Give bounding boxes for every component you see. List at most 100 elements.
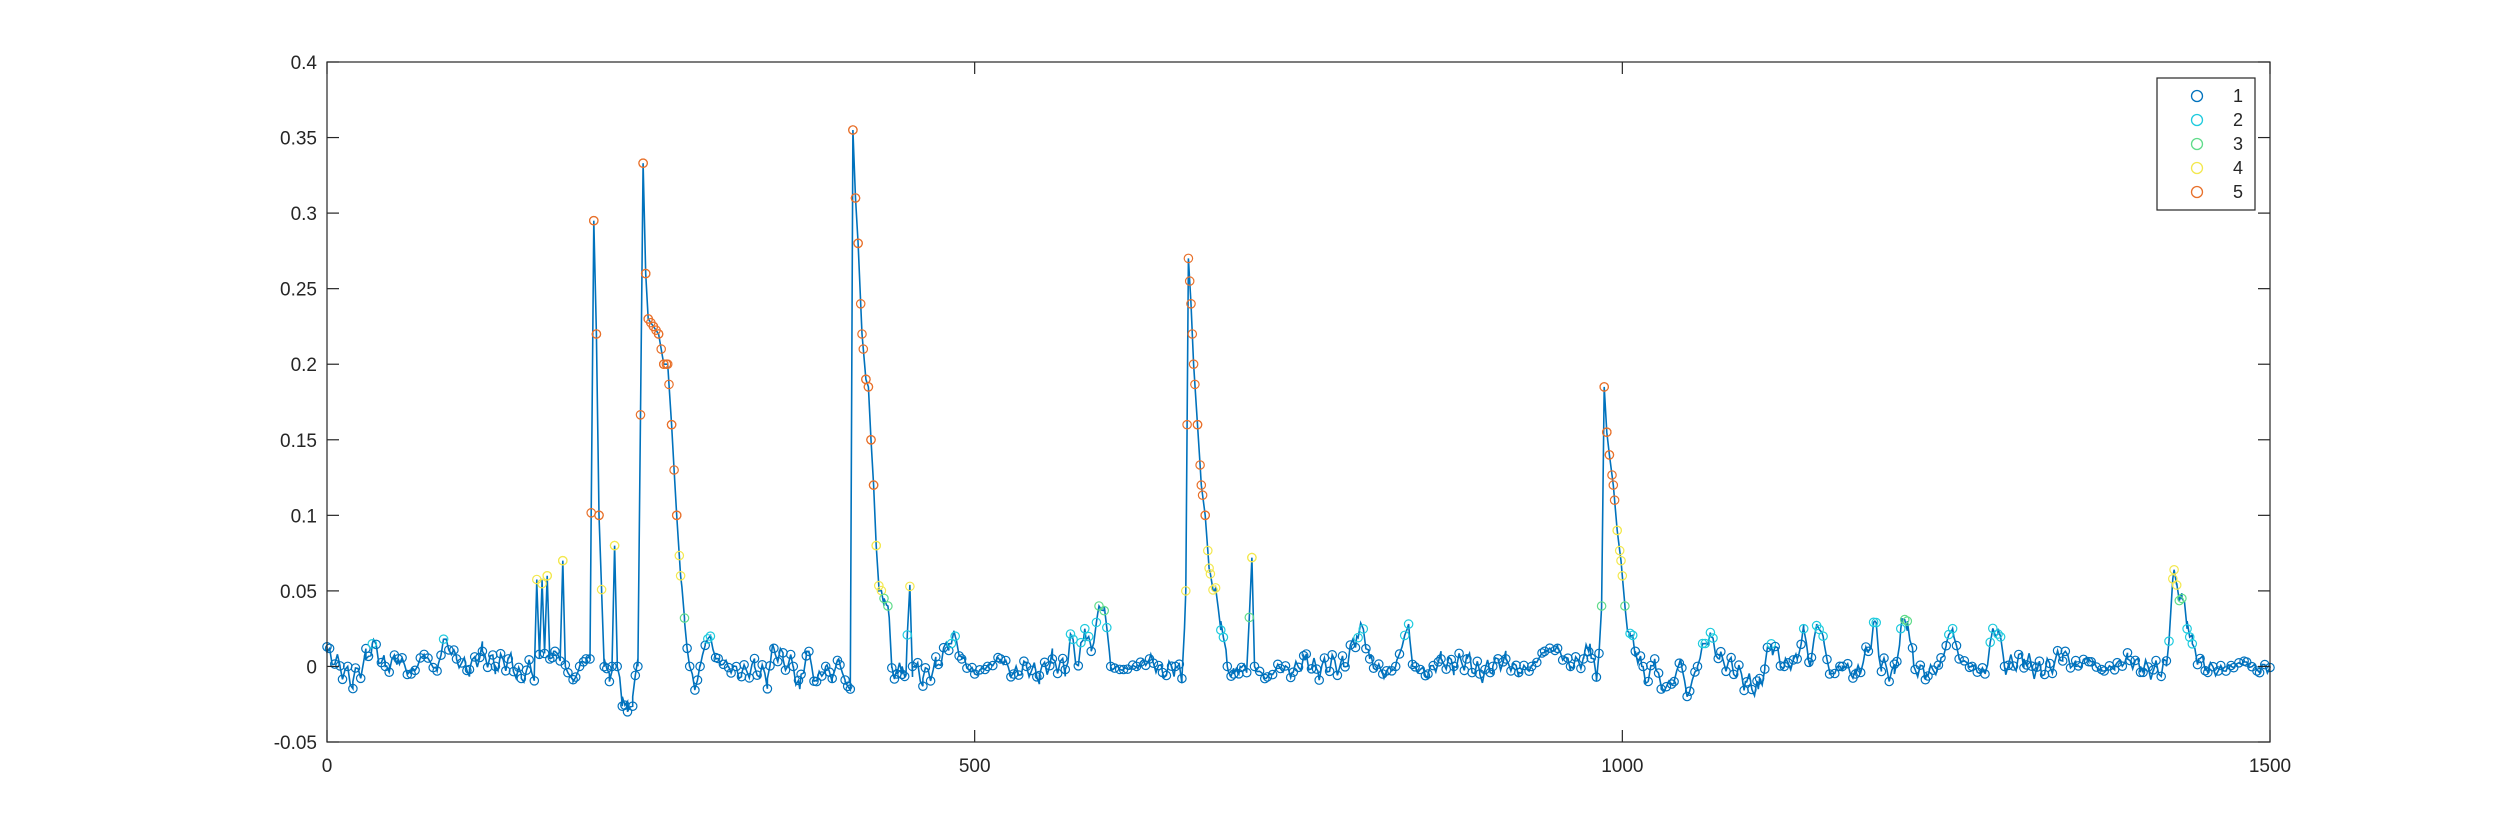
- data-point-class-1: [2117, 661, 2128, 671]
- data-point-class-1: [1324, 666, 1335, 677]
- data-point-class-1: [739, 659, 749, 670]
- data-point-class-1: [363, 651, 374, 662]
- data-point-class-1: [1537, 648, 1547, 658]
- data-point-class-1: [1073, 660, 1084, 671]
- data-point-class-1: [495, 648, 506, 659]
- data-point-class-1: [925, 676, 936, 686]
- data-point-class-1: [2195, 653, 2205, 664]
- legend-label-4: 4: [2233, 158, 2243, 178]
- data-point-class-4: [675, 570, 686, 581]
- data-point-class-1: [1728, 669, 1739, 680]
- data-point-class-1: [1999, 661, 2010, 672]
- data-point-class-2: [2187, 638, 2198, 649]
- data-point-class-4: [609, 540, 620, 551]
- data-point-class-2: [1995, 632, 2006, 642]
- data-point-class-4: [542, 570, 552, 581]
- data-point-class-1: [633, 661, 643, 672]
- data-point-class-1: [718, 659, 729, 670]
- data-point-class-1: [816, 671, 827, 681]
- data-point-class-1: [529, 675, 540, 686]
- data-point-class-1: [2086, 656, 2096, 667]
- data-point-class-4: [1617, 570, 1628, 581]
- legend-label-5: 5: [2233, 182, 2243, 202]
- data-point-class-1: [456, 658, 467, 668]
- data-point-class-4: [1181, 586, 1191, 596]
- data-point-class-1: [1513, 667, 1524, 678]
- data-point-class-1: [432, 666, 442, 676]
- data-point-class-1: [1394, 649, 1405, 659]
- data-point-class-4: [1210, 583, 1221, 593]
- data-point-class-1: [2241, 657, 2252, 667]
- data-point-class-2: [1091, 617, 1102, 628]
- data-point-class-1: [1959, 655, 1970, 666]
- data-point-class-4: [674, 550, 685, 561]
- data-point-class-1: [371, 639, 381, 650]
- data-point-class-3: [2177, 593, 2187, 604]
- data-point-class-1: [1109, 663, 1120, 673]
- data-point-class-1: [788, 661, 799, 672]
- data-point-class-5: [1195, 460, 1205, 470]
- data-point-class-1: [899, 671, 910, 682]
- data-point-class-1: [700, 640, 710, 651]
- data-point-class-1: [692, 675, 703, 685]
- data-point-class-1: [886, 663, 897, 673]
- data-point-class-1: [1954, 654, 1964, 664]
- data-point-class-1: [889, 674, 900, 684]
- data-point-class-4: [1204, 563, 1214, 573]
- data-point-class-1: [2254, 667, 2265, 678]
- data-point-class-1: [503, 654, 514, 664]
- y-tick-label: 0.25: [280, 280, 317, 301]
- data-point-class-1: [1161, 670, 1172, 681]
- data-point-class-5: [591, 329, 602, 339]
- data-point-class-1: [1340, 661, 1350, 672]
- data-point-class-1: [2260, 659, 2270, 670]
- data-point-class-2: [438, 634, 449, 644]
- data-point-class-1: [563, 667, 573, 678]
- data-point-class-1: [547, 652, 558, 663]
- data-point-class-1: [938, 642, 949, 653]
- data-point-class-1: [982, 661, 993, 672]
- data-point-class-1: [1550, 645, 1560, 656]
- data-point-class-1: [570, 672, 581, 682]
- data-point-class-1: [690, 685, 700, 695]
- data-point-class-1: [1539, 646, 1550, 657]
- data-point-class-1: [1254, 666, 1265, 677]
- data-point-class-2: [1068, 634, 1078, 645]
- data-point-class-1: [845, 684, 856, 694]
- data-point-class-1: [752, 670, 762, 680]
- data-point-class-2: [1896, 623, 1906, 634]
- y-tick-label: 0: [306, 657, 317, 678]
- data-point-class-1: [1057, 653, 1068, 664]
- data-point-class-1: [2032, 662, 2042, 672]
- axes: 0 500 1000 1500-0.0500.050.10.150.20.250.30…: [274, 53, 2291, 777]
- data-point-class-2: [1871, 617, 1881, 628]
- data-point-class-1: [954, 651, 964, 661]
- data-point-class-2: [1358, 624, 1369, 634]
- data-point-class-1: [1557, 655, 1568, 665]
- data-point-class-1: [684, 661, 695, 672]
- data-point-class-5: [1192, 419, 1203, 430]
- data-point-class-1: [793, 675, 804, 686]
- data-point-class-1: [943, 645, 954, 656]
- data-point-class-1: [840, 675, 850, 685]
- data-point-class-5: [1608, 480, 1619, 490]
- data-point-class-1: [1501, 654, 1511, 664]
- data-point-class-1: [2008, 661, 2019, 671]
- data-point-class-1: [1532, 657, 1542, 668]
- data-point-class-1: [348, 683, 358, 694]
- data-point-class-1: [1830, 668, 1840, 679]
- data-point-class-1: [962, 663, 972, 673]
- data-point-class-1: [1879, 653, 1889, 663]
- data-point-class-1: [769, 643, 779, 654]
- data-point-class-1: [622, 706, 633, 717]
- data-point-class-5: [656, 344, 666, 354]
- data-point-class-3: [1094, 601, 1104, 611]
- data-point-class-1: [1472, 656, 1483, 667]
- data-point-class-1: [1583, 646, 1594, 657]
- data-point-class-1: [550, 646, 560, 657]
- data-point-class-1: [1578, 654, 1589, 664]
- data-point-class-1: [1842, 658, 1853, 669]
- data-point-class-5: [1607, 470, 1617, 480]
- data-point-class-1: [1337, 651, 1348, 661]
